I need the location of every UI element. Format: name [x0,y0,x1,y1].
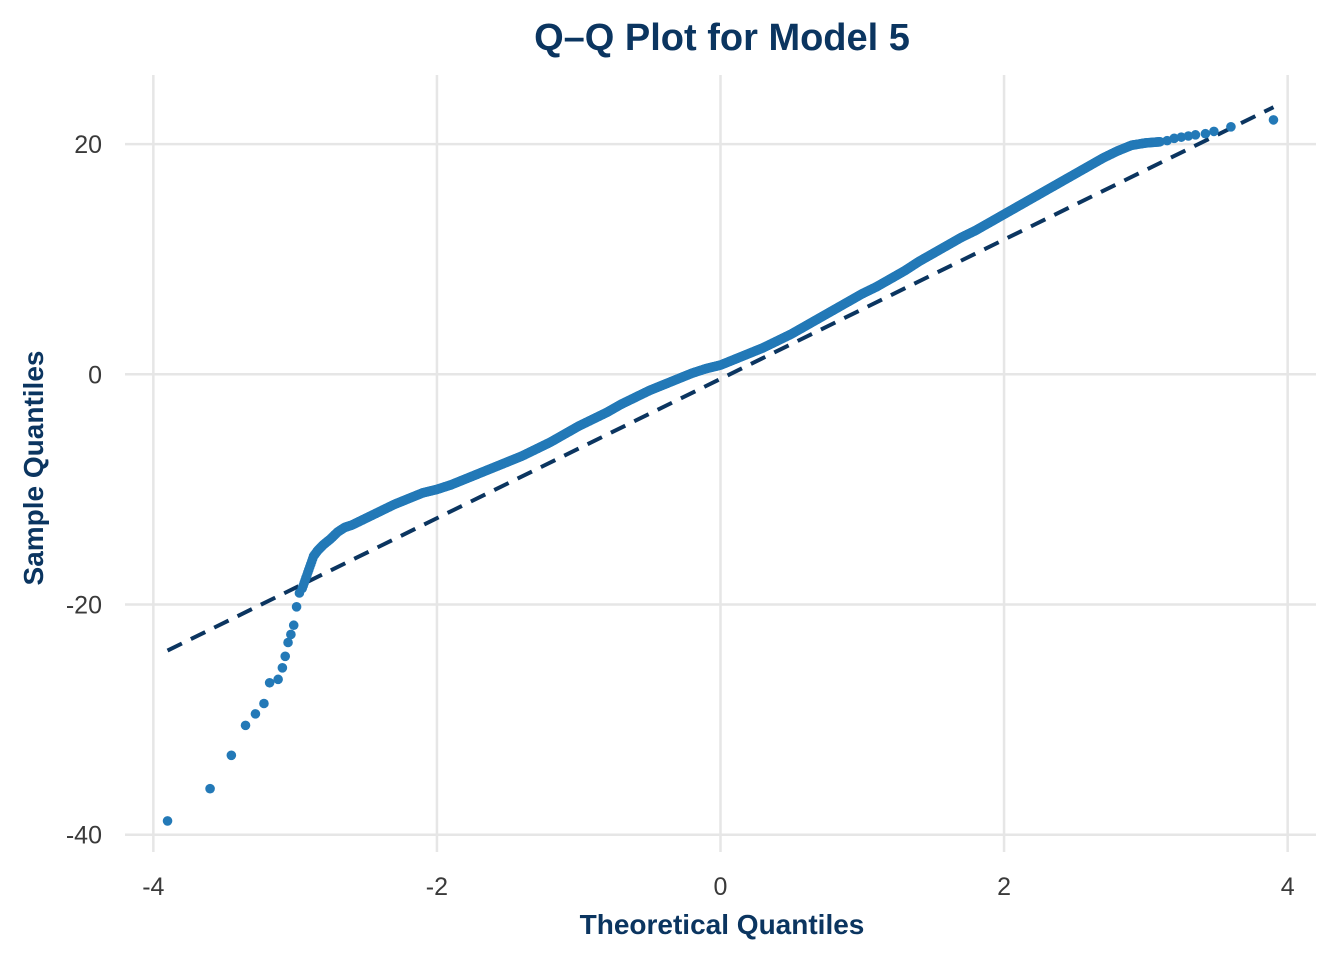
sample-point [277,663,288,673]
sample-points [162,115,1279,826]
sample-point [226,750,237,761]
sample-point [288,620,299,631]
sample-point [1169,133,1180,144]
x-tick-label: 4 [1281,873,1295,901]
sample-point [1176,132,1187,142]
x-tick-label: 0 [714,873,728,901]
sample-point [240,720,251,731]
sample-point [205,783,215,794]
sample-point [291,602,302,612]
gridlines [125,75,1316,852]
sample-point [1209,126,1219,137]
reference-line [166,105,1275,653]
sample-point [286,629,296,640]
sample-point [162,816,173,826]
sample-point-dense [1154,137,1165,147]
x-axis-title: Theoretical Quantiles [580,909,865,940]
x-tick-label: -4 [142,873,164,901]
sample-point [250,709,261,719]
x-tick-label: -2 [426,873,448,901]
sample-point [1183,131,1194,141]
sample-point [283,637,293,648]
sample-point [280,651,291,662]
sample-point [1200,128,1211,139]
y-tick-label: -40 [66,822,102,850]
y-tick-label: 20 [74,131,102,159]
sample-point [273,674,283,685]
sample-point [1268,115,1279,125]
sample-point [264,677,275,688]
y-tick-label: 0 [88,361,102,389]
x-tick-label: 2 [997,873,1011,901]
y-axis-title: Sample Quantiles [18,351,49,586]
sample-point [1226,122,1236,132]
reference-line-layer [166,105,1275,653]
sample-point [1190,130,1201,140]
y-tick-label: -20 [66,592,102,620]
chart-title: Q–Q Plot for Model 5 [534,17,910,59]
sample-point [259,698,269,709]
